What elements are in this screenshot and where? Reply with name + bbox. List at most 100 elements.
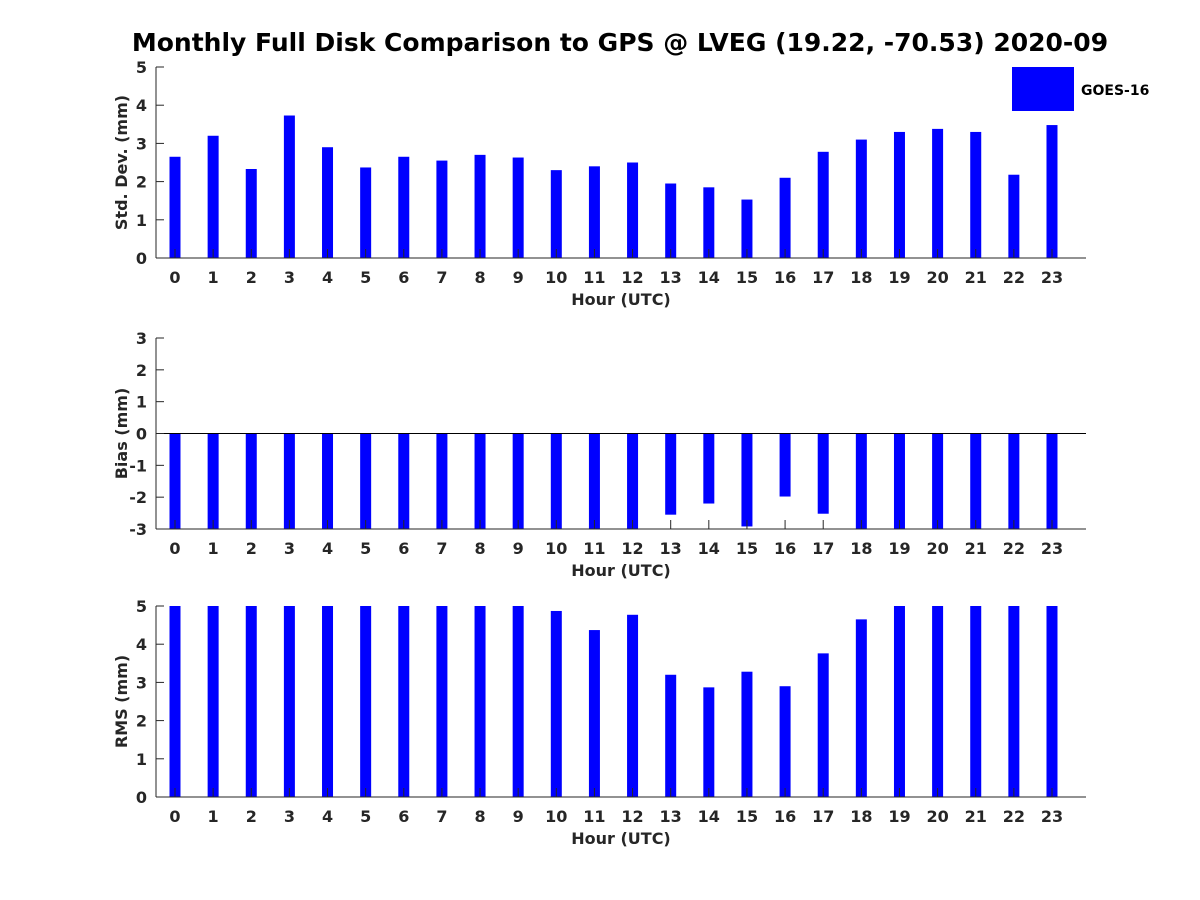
bar-bias-17 — [817, 433, 829, 514]
y-tick-label: -1 — [129, 456, 147, 475]
bar-bias-10 — [550, 433, 562, 529]
y-tick-label: 5 — [136, 597, 147, 616]
y-tick-label: 2 — [136, 712, 147, 731]
y-tick-label: 1 — [136, 750, 147, 769]
x-tick-label: 8 — [474, 539, 485, 558]
x-tick-label: 2 — [246, 268, 257, 287]
bar-bias-5 — [360, 433, 372, 529]
legend: GOES-16 — [1012, 67, 1149, 111]
x-tick-label: 17 — [812, 807, 834, 826]
x-tick-label: 13 — [660, 807, 682, 826]
bar-rms-7 — [436, 606, 448, 797]
bar-rms-9 — [512, 606, 524, 797]
bar-bias-9 — [512, 433, 524, 529]
x-tick-label: 23 — [1041, 807, 1063, 826]
y-tick-label: 3 — [136, 134, 147, 153]
y-tick-label: 0 — [136, 425, 147, 444]
bar-bias-18 — [855, 433, 867, 529]
bar-bias-6 — [398, 433, 410, 529]
bar-rms-8 — [474, 606, 486, 797]
x-tick-label: 12 — [621, 807, 643, 826]
bar-bias-15 — [741, 433, 753, 527]
bar-bias-20 — [932, 433, 944, 529]
bar-rms-4 — [322, 606, 334, 797]
x-axis-label: Hour (UTC) — [571, 290, 671, 309]
y-tick-label: 4 — [136, 635, 147, 654]
bar-bias-16 — [779, 433, 791, 497]
bar-std-dev-16 — [779, 177, 791, 258]
bar-bias-23 — [1046, 433, 1058, 529]
x-tick-label: 20 — [926, 539, 948, 558]
y-tick-label: 0 — [136, 249, 147, 268]
x-tick-label: 11 — [583, 268, 605, 287]
x-tick-label: 7 — [436, 807, 447, 826]
x-tick-label: 12 — [621, 268, 643, 287]
bar-rms-10 — [550, 610, 562, 797]
legend-box — [1012, 67, 1074, 111]
y-axis-label: RMS (mm) — [112, 655, 131, 748]
bar-rms-3 — [283, 606, 295, 797]
x-tick-label: 23 — [1041, 539, 1063, 558]
y-tick-label: -2 — [129, 488, 147, 507]
x-tick-label: 14 — [698, 807, 720, 826]
x-tick-label: 0 — [169, 539, 180, 558]
bar-std-dev-6 — [398, 156, 410, 258]
x-tick-label: 14 — [698, 268, 720, 287]
x-tick-label: 2 — [246, 539, 257, 558]
bar-std-dev-22 — [1008, 174, 1020, 258]
bar-rms-11 — [588, 630, 600, 797]
bar-std-dev-15 — [741, 199, 753, 258]
bar-std-dev-11 — [588, 166, 600, 258]
bar-rms-20 — [932, 606, 944, 797]
bar-rms-16 — [779, 686, 791, 797]
bar-std-dev-1 — [207, 135, 219, 258]
x-tick-label: 20 — [926, 807, 948, 826]
x-tick-label: 12 — [621, 539, 643, 558]
bar-std-dev-10 — [550, 170, 562, 258]
bar-bias-14 — [703, 433, 715, 504]
bar-std-dev-19 — [893, 131, 905, 258]
y-tick-label: 5 — [136, 58, 147, 77]
bar-rms-23 — [1046, 606, 1058, 797]
x-tick-label: 11 — [583, 807, 605, 826]
x-tick-label: 10 — [545, 539, 567, 558]
bar-std-dev-5 — [360, 167, 372, 258]
bar-rms-14 — [703, 687, 715, 797]
x-axis-label: Hour (UTC) — [571, 829, 671, 848]
x-tick-label: 18 — [850, 268, 872, 287]
bar-std-dev-3 — [283, 115, 295, 258]
bar-bias-22 — [1008, 433, 1020, 529]
bar-std-dev-20 — [932, 128, 944, 258]
bar-bias-4 — [322, 433, 334, 529]
x-tick-label: 4 — [322, 268, 333, 287]
bar-bias-12 — [627, 433, 639, 529]
bar-std-dev-23 — [1046, 125, 1058, 259]
x-tick-label: 21 — [965, 268, 987, 287]
bar-rms-12 — [627, 614, 639, 797]
x-tick-label: 21 — [965, 539, 987, 558]
x-tick-label: 1 — [208, 268, 219, 287]
x-tick-label: 6 — [398, 539, 409, 558]
bar-rms-5 — [360, 606, 372, 797]
x-tick-label: 5 — [360, 268, 371, 287]
x-tick-label: 4 — [322, 807, 333, 826]
x-tick-label: 0 — [169, 268, 180, 287]
x-tick-label: 6 — [398, 807, 409, 826]
x-tick-label: 19 — [888, 539, 910, 558]
bar-rms-19 — [893, 606, 905, 797]
legend-entry: GOES-16 — [1081, 83, 1149, 99]
bar-std-dev-18 — [855, 139, 867, 258]
y-tick-label: 1 — [136, 393, 147, 412]
bar-std-dev-17 — [817, 151, 829, 258]
bar-rms-0 — [169, 606, 181, 797]
bar-bias-1 — [207, 433, 219, 529]
x-tick-label: 18 — [850, 539, 872, 558]
bar-bias-11 — [588, 433, 600, 529]
x-tick-label: 17 — [812, 268, 834, 287]
y-axis-label: Bias (mm) — [112, 388, 131, 480]
x-tick-label: 3 — [284, 268, 295, 287]
x-tick-label: 1 — [208, 539, 219, 558]
x-tick-label: 9 — [513, 268, 524, 287]
